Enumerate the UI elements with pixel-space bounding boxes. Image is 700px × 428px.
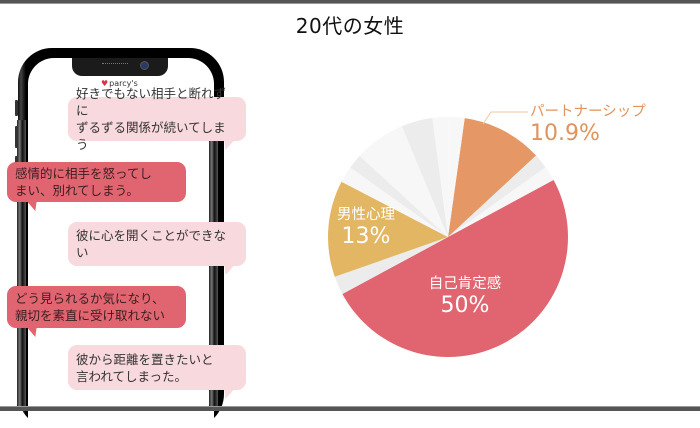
heart-icon: ♥: [101, 79, 109, 88]
slice-label-partnership: パートナーシップ 10.9%: [530, 103, 646, 147]
camera-icon: [140, 61, 149, 70]
slice-label-male-psychology: 男性心理 13%: [326, 206, 406, 250]
chat-bubble: どう見られるか気になり、 親切を素直に受け取れない: [7, 286, 186, 337]
chat-line: 感情的に相手を怒ってし: [15, 166, 152, 181]
pie-slice-other: [341, 167, 448, 237]
slice-percent: 50%: [440, 293, 490, 318]
brand-logo-text: parcy's: [109, 79, 138, 88]
pie-slice-5: [328, 181, 448, 277]
chat-bubble: 感情的に相手を怒ってし まい、別れてしまう。: [7, 162, 186, 211]
chat-line: どう見られるか気になり、: [15, 291, 165, 306]
chat-line: 好きでもない相手と断れずに: [76, 86, 227, 118]
chat-bubble: 彼に心を開くことができない: [68, 222, 246, 275]
speaker-icon: [102, 63, 128, 67]
pie-slice-other: [359, 126, 448, 237]
phone-edge-left: [17, 120, 26, 410]
slice-label-self-esteem: 自己肯定感 50%: [410, 275, 520, 319]
chat-bubble: 好きでもない相手と断れずに ずるずる関係が続いてしまう: [68, 86, 246, 152]
chart-title: 20代の女性: [295, 14, 405, 38]
brand-logo: ♥ parcy's: [101, 79, 138, 88]
pie-slice-other: [401, 118, 448, 237]
chat-bubble: 彼から距離を置きたいと 言われてしまった。: [68, 345, 246, 399]
phone-volume-up: [15, 126, 18, 148]
pie-slice-other: [448, 155, 546, 237]
pie-slice-other: [448, 117, 465, 237]
bottom-rule: [0, 406, 700, 411]
chat-line: 言われてしまった。: [76, 368, 188, 384]
chat-line: 親切を素直に受け取れない: [15, 308, 166, 323]
phone-side-button: [15, 100, 18, 116]
chat-line: まい、別れてしまう。: [15, 183, 139, 198]
pie-slice-other: [448, 167, 554, 237]
pie-chart: [328, 111, 569, 358]
slice-percent: 13%: [341, 224, 391, 249]
chat-line: 彼に心を開くことができない: [76, 228, 227, 260]
pie-slice-3: [342, 180, 569, 358]
slice-name: 男性心理: [337, 207, 395, 223]
leader-line: [482, 111, 528, 125]
chat-line: ずるずる関係が続いてしまう: [76, 120, 226, 152]
pie-slice-other: [350, 155, 448, 237]
pie-slice-other: [334, 237, 448, 294]
pie-slice-0: [448, 118, 537, 237]
top-rule: [0, 0, 700, 4]
slice-percent: 10.9%: [530, 121, 600, 146]
slice-name: パートナーシップ: [530, 104, 646, 120]
pie-slice-other: [432, 116, 449, 237]
chat-line: 彼から距離を置きたいと: [76, 351, 214, 367]
slice-name: 自己肯定感: [428, 276, 502, 292]
